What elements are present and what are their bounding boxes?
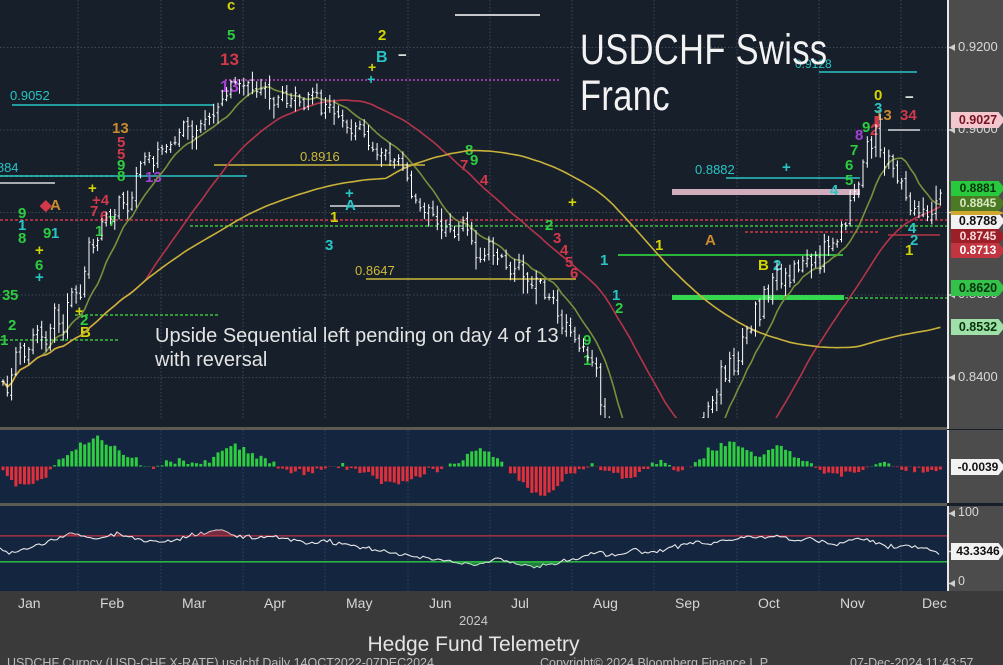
svg-text:1: 1: [330, 209, 338, 226]
svg-text:7: 7: [90, 203, 98, 220]
svg-text:◆: ◆: [39, 197, 52, 214]
svg-text:1: 1: [51, 225, 59, 242]
svg-text:−: −: [398, 47, 407, 64]
svg-text:A: A: [345, 197, 356, 214]
svg-text:B: B: [758, 257, 769, 274]
svg-text:8: 8: [18, 230, 26, 247]
svg-text:3: 3: [325, 237, 333, 254]
svg-text:5: 5: [10, 287, 18, 304]
svg-text:+: +: [782, 159, 791, 176]
svg-text:7: 7: [850, 142, 858, 159]
svg-text:0.9052: 0.9052: [10, 88, 50, 103]
svg-text:13: 13: [220, 77, 239, 96]
svg-text:4: 4: [830, 182, 839, 199]
svg-text:+: +: [568, 194, 577, 211]
svg-text:1: 1: [905, 242, 913, 259]
svg-text:2: 2: [8, 317, 16, 334]
svg-text:+: +: [367, 71, 375, 87]
svg-text:2: 2: [378, 27, 386, 44]
svg-text:c: c: [227, 0, 235, 14]
svg-text:1: 1: [0, 332, 8, 349]
svg-text:0.8647: 0.8647: [355, 263, 395, 278]
svg-text:5: 5: [845, 172, 853, 189]
svg-text:5: 5: [227, 27, 235, 44]
svg-text:B: B: [376, 49, 388, 66]
svg-text:1: 1: [600, 252, 608, 269]
svg-text:A: A: [705, 232, 716, 249]
svg-text:0.884: 0.884: [0, 160, 19, 175]
svg-text:8: 8: [117, 168, 125, 185]
svg-text:6: 6: [570, 265, 578, 282]
svg-text:A: A: [50, 197, 61, 214]
svg-text:0.8916: 0.8916: [300, 149, 340, 164]
svg-text:13: 13: [220, 50, 239, 69]
svg-text:⬇: ⬇: [870, 115, 883, 132]
svg-text:1: 1: [583, 352, 591, 369]
svg-text:0.8882: 0.8882: [695, 162, 735, 177]
svg-text:34: 34: [900, 107, 917, 124]
svg-text:6: 6: [845, 157, 853, 174]
svg-text:+: +: [35, 269, 44, 286]
svg-text:−: −: [905, 89, 914, 106]
